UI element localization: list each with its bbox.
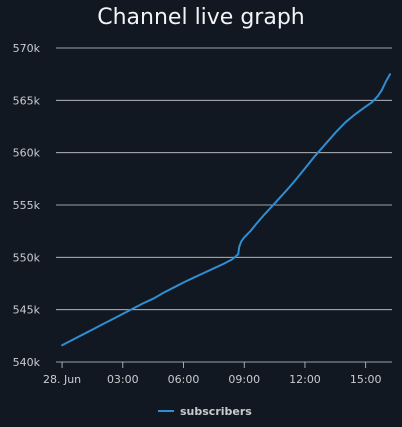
grid-layer <box>56 47 392 363</box>
x-axis: 28. Jun 03:00 06:00 09:00 12:00 15:00 <box>43 362 382 386</box>
y-tick-label: 540k <box>13 356 41 369</box>
x-tick-label: 28. Jun <box>43 373 81 386</box>
y-tick-label: 570k <box>13 42 41 55</box>
x-tick-label: 09:00 <box>228 373 260 386</box>
x-tick-label: 15:00 <box>350 373 382 386</box>
legend-label[interactable]: subscribers <box>180 405 252 418</box>
y-tick-label: 545k <box>13 304 41 317</box>
series-line-subscribers[interactable] <box>61 73 391 347</box>
y-tick-label: 550k <box>13 251 41 264</box>
chart-title: Channel live graph <box>97 5 305 30</box>
x-tick-label: 03:00 <box>107 373 139 386</box>
y-tick-label: 555k <box>13 199 41 212</box>
legend[interactable]: subscribers <box>158 405 252 418</box>
y-tick-label: 560k <box>13 147 41 160</box>
y-axis: 540k 545k 550k 555k 560k 565k 570k <box>13 42 41 369</box>
y-tick-label: 565k <box>13 94 41 107</box>
x-tick-label: 06:00 <box>168 373 200 386</box>
x-tick-label: 12:00 <box>289 373 321 386</box>
